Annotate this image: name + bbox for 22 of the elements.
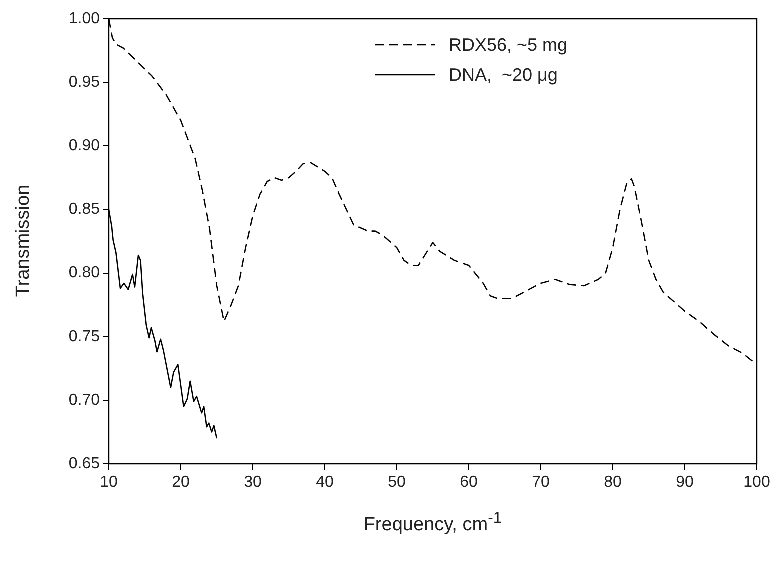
x-tick-label: 90 [676, 474, 694, 492]
legend-label: RDX56, ~5 mg [449, 34, 568, 56]
y-tick-label: 0.65 [68, 455, 100, 472]
y-axis-title: Transmission [13, 184, 35, 298]
x-axis-title: Frequency, cm$^{-1}$ [362, 510, 504, 536]
y-tick-label: 0.75 [68, 328, 100, 346]
x-tick-label: 80 [604, 474, 622, 492]
x-tick-label: 70 [532, 474, 550, 492]
x-tick-label: 100 [744, 474, 770, 492]
x-tick-label: 60 [460, 474, 478, 492]
x-tick-label: 10 [100, 474, 118, 492]
x-tick-label: 30 [244, 474, 262, 492]
x-tick-label: 50 [388, 474, 406, 492]
legend-label: DNA, ~20 μg [449, 64, 558, 86]
x-tick-label: 40 [316, 474, 334, 492]
y-tick-label: 0.95 [68, 74, 100, 91]
x-tick-label: 20 [172, 474, 190, 492]
y-tick-label: 0.85 [68, 201, 100, 218]
y-tick-label: 0.70 [68, 392, 100, 409]
y-tick-label: 0.90 [68, 138, 100, 155]
y-tick-label: 1.00 [68, 10, 100, 28]
y-tick-label: 0.80 [68, 264, 100, 282]
